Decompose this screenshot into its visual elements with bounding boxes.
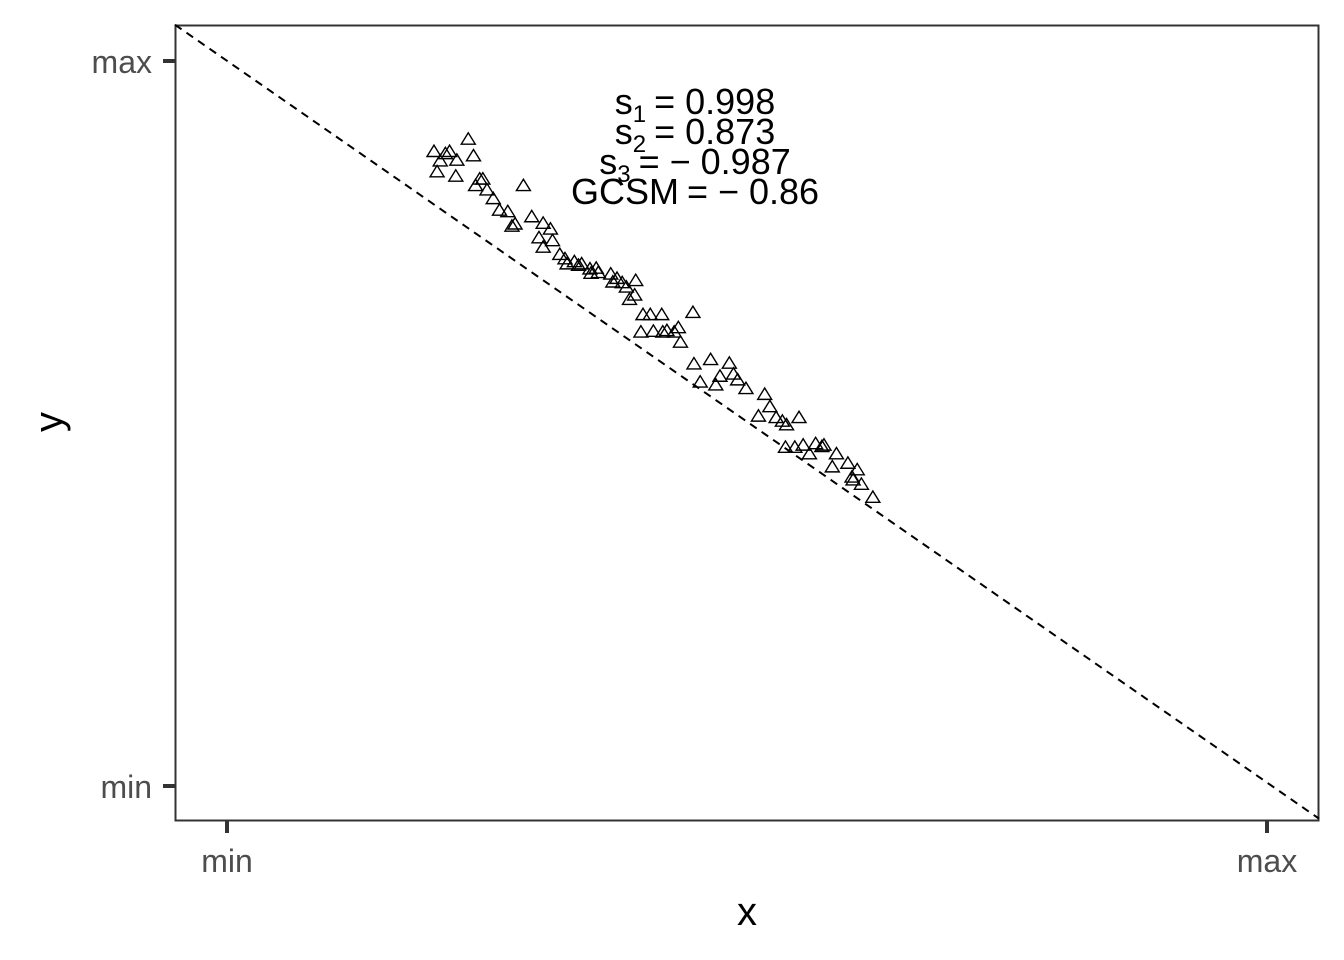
data-point — [425, 143, 443, 158]
data-point — [778, 417, 795, 431]
data-point — [813, 438, 831, 453]
annotation-s3: s3 = − 0.987 — [599, 141, 791, 188]
data-point — [581, 261, 599, 275]
data-point — [685, 356, 703, 370]
data-point — [437, 145, 454, 160]
data-point — [750, 408, 767, 422]
data-point — [790, 409, 808, 424]
data-point — [853, 476, 870, 490]
data-point — [621, 291, 638, 306]
data-point — [474, 171, 492, 185]
y-tick-label-min: min — [100, 769, 152, 805]
data-point — [503, 218, 521, 232]
data-point — [665, 324, 683, 338]
data-point — [815, 437, 833, 451]
data-point — [441, 143, 458, 158]
data-point — [756, 386, 773, 401]
x-axis-title: x — [737, 890, 757, 934]
data-point — [844, 472, 862, 486]
annotation-block: s1 = 0.998 s2 = 0.873 s3 = − 0.987 GCSM = − … — [571, 81, 819, 212]
data-point — [556, 251, 574, 265]
data-point — [707, 377, 725, 391]
data-point — [604, 274, 622, 288]
data-point — [807, 435, 824, 450]
data-point — [645, 323, 662, 337]
data-point — [654, 324, 672, 338]
data-point — [465, 148, 482, 162]
x-axis: min max x — [201, 821, 1297, 934]
data-point — [653, 306, 670, 321]
data-point — [515, 177, 532, 192]
data-point — [848, 462, 866, 476]
data-point — [460, 131, 477, 145]
data-point — [573, 256, 590, 270]
data-point — [491, 202, 508, 216]
data-point — [534, 215, 552, 229]
x-tick-label-min: min — [201, 843, 253, 879]
data-point — [824, 459, 841, 473]
data-point — [672, 334, 689, 348]
data-point — [839, 455, 857, 469]
data-point — [626, 287, 643, 301]
data-point — [570, 257, 587, 272]
data-point — [431, 153, 449, 167]
data-point — [544, 232, 561, 247]
data-point — [777, 439, 794, 453]
x-tick-label-max: max — [1237, 843, 1297, 879]
y-axis: max min y — [27, 44, 175, 805]
data-point — [684, 304, 702, 319]
data-point — [558, 256, 576, 270]
annotation-s2: s2 = 0.873 — [615, 111, 775, 158]
data-point — [478, 182, 496, 196]
data-point — [721, 355, 738, 369]
data-point — [767, 409, 785, 424]
data-point — [428, 164, 446, 178]
data-point — [828, 446, 845, 460]
points-layer — [425, 131, 882, 504]
y-axis-title: y — [27, 412, 71, 432]
data-point — [467, 177, 484, 192]
data-point — [627, 272, 644, 287]
data-point — [794, 437, 812, 451]
data-point — [702, 351, 719, 366]
data-point — [801, 446, 818, 460]
data-point — [632, 324, 650, 338]
data-point — [658, 322, 676, 337]
data-point — [523, 209, 540, 223]
data-point — [534, 239, 552, 253]
data-point — [499, 203, 517, 218]
data-point — [542, 221, 559, 235]
data-point — [618, 279, 635, 293]
data-point — [711, 368, 729, 382]
data-point — [725, 366, 742, 380]
data-point — [691, 374, 709, 388]
data-point — [447, 168, 465, 182]
data-point — [448, 152, 466, 166]
data-point — [484, 190, 502, 205]
data-point — [551, 246, 569, 261]
data-point — [506, 216, 524, 230]
data-point — [642, 306, 659, 321]
annotation-gcsm: GCSM = − 0.86 — [571, 171, 819, 212]
data-point — [761, 398, 779, 413]
data-point — [590, 264, 607, 279]
annotation-s1: s1 = 0.998 — [615, 81, 775, 128]
panel-border — [174, 24, 1320, 822]
data-point — [737, 380, 755, 395]
y-tick-label-max: max — [92, 44, 152, 80]
data-point — [530, 230, 548, 244]
data-point — [864, 489, 882, 504]
